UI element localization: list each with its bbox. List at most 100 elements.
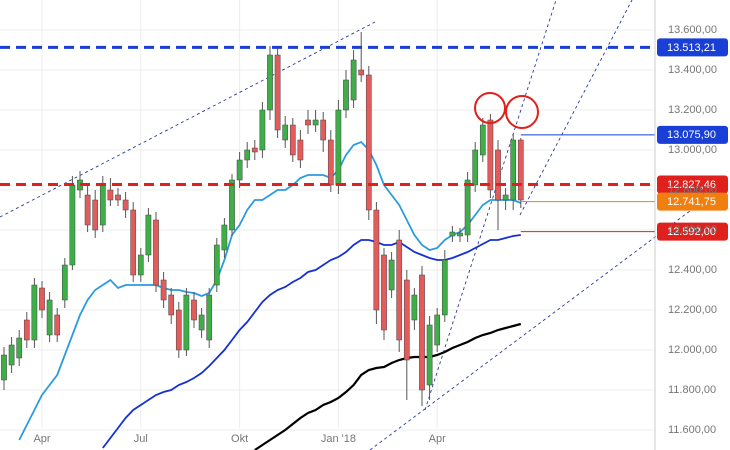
- candle-body: [312, 119, 319, 126]
- candle-body: [244, 149, 251, 161]
- moving-average-line: [102, 234, 521, 449]
- level-label: 12.592,00: [667, 226, 716, 238]
- candle-body: [457, 232, 463, 237]
- candle-body: [107, 189, 114, 201]
- candle-body: [289, 124, 296, 156]
- level-label-box: [657, 222, 728, 241]
- y-tick-label: 11.800,00: [668, 384, 716, 396]
- candles: [1, 32, 524, 406]
- candle-body: [99, 184, 106, 226]
- y-tick-label: 12.600,00: [668, 224, 717, 236]
- candle-body: [495, 149, 501, 201]
- level-label: 12.827,46: [667, 179, 716, 191]
- candle-body: [274, 54, 281, 131]
- candle-body: [8, 344, 15, 366]
- y-tick-label: 12.400,00: [668, 264, 717, 276]
- level-label-box: [657, 125, 728, 144]
- candle-body: [517, 139, 524, 201]
- level-label: 12.741,75: [667, 196, 716, 208]
- level-label-box: [657, 175, 728, 194]
- candle-body: [206, 294, 213, 341]
- x-tick-label: Apr: [429, 433, 446, 445]
- candle-body: [115, 194, 121, 201]
- candle-body: [168, 294, 175, 316]
- candle-body: [267, 54, 273, 111]
- candle-body: [350, 59, 357, 101]
- x-tick-label: Jan '18: [321, 433, 356, 445]
- candle-body: [320, 119, 327, 141]
- candle-body: [183, 294, 190, 351]
- candle-body: [251, 147, 258, 153]
- candle-body: [1, 354, 7, 381]
- y-tick-label: 12.200,00: [668, 304, 717, 316]
- candle-body: [191, 299, 197, 321]
- candle-body: [54, 314, 61, 336]
- candle-body: [419, 274, 425, 391]
- candle-body: [282, 124, 289, 141]
- x-tick-label: Jul: [134, 433, 148, 445]
- grid: [0, 0, 655, 431]
- candle-body: [61, 264, 68, 301]
- candle-body: [221, 224, 228, 251]
- channel-line: [0, 21, 376, 218]
- candle-body: [145, 214, 152, 256]
- candle-body: [502, 194, 509, 201]
- candle-body: [31, 284, 38, 341]
- candle-body: [39, 287, 45, 311]
- candle-body: [137, 254, 144, 276]
- candle-body: [122, 199, 129, 211]
- candle-body: [229, 179, 235, 231]
- y-tick-label: 11.600,00: [668, 424, 716, 436]
- candle-body: [441, 259, 448, 316]
- candle-body: [396, 239, 403, 341]
- candle-body: [198, 314, 205, 331]
- highlight-circle: [505, 95, 539, 129]
- candle-body: [46, 299, 53, 336]
- x-tick-label: Apr: [33, 433, 50, 445]
- channel-line: [519, 0, 633, 216]
- y-tick-label: 12.800,00: [668, 184, 717, 196]
- y-tick-label: 13.000,00: [668, 144, 717, 156]
- candle-body: [487, 119, 494, 191]
- levels: 13.513,21 13.075,90 12.827,46 12.741,75 12.5…: [0, 38, 728, 241]
- candle-body: [305, 119, 311, 126]
- y-tick-label: 12.000,00: [668, 344, 717, 356]
- level-label-box: [657, 38, 728, 57]
- candle-body: [153, 219, 159, 286]
- candle-body: [259, 109, 266, 151]
- candle-body: [449, 231, 456, 237]
- candle-body: [130, 209, 137, 276]
- y-tick-label: 13.600,00: [668, 24, 717, 36]
- candle-body: [335, 109, 342, 186]
- candle-body: [434, 314, 441, 346]
- candle-body: [358, 69, 365, 76]
- candle-body: [92, 199, 99, 231]
- candle-body: [510, 139, 517, 201]
- candle-body: [479, 124, 486, 156]
- candle-body: [411, 294, 418, 321]
- level-label: 13.075,90: [667, 129, 716, 141]
- axes: 11.600,00 11.800,00 12.000,00 12.200,00 12.4…: [33, 0, 717, 450]
- candle-body: [16, 337, 23, 359]
- annotations: [474, 92, 539, 129]
- candle-body: [213, 244, 220, 286]
- candle-body: [365, 74, 372, 211]
- candle-body: [327, 139, 334, 186]
- candle-body: [236, 159, 243, 181]
- candle-body: [160, 279, 167, 301]
- candle-body: [175, 309, 182, 351]
- level-label-box: [657, 192, 728, 211]
- candle-body: [403, 279, 410, 361]
- moving-averages: [18, 140, 522, 450]
- candle-body: [23, 319, 30, 341]
- level-label: 13.513,21: [667, 42, 716, 54]
- moving-average-line: [18, 140, 522, 441]
- candle-body: [388, 259, 395, 291]
- y-tick-label: 13.400,00: [668, 64, 717, 76]
- highlight-circle: [474, 92, 506, 124]
- candle-body: [381, 254, 387, 331]
- candle-body: [69, 184, 76, 266]
- candle-body: [464, 179, 471, 236]
